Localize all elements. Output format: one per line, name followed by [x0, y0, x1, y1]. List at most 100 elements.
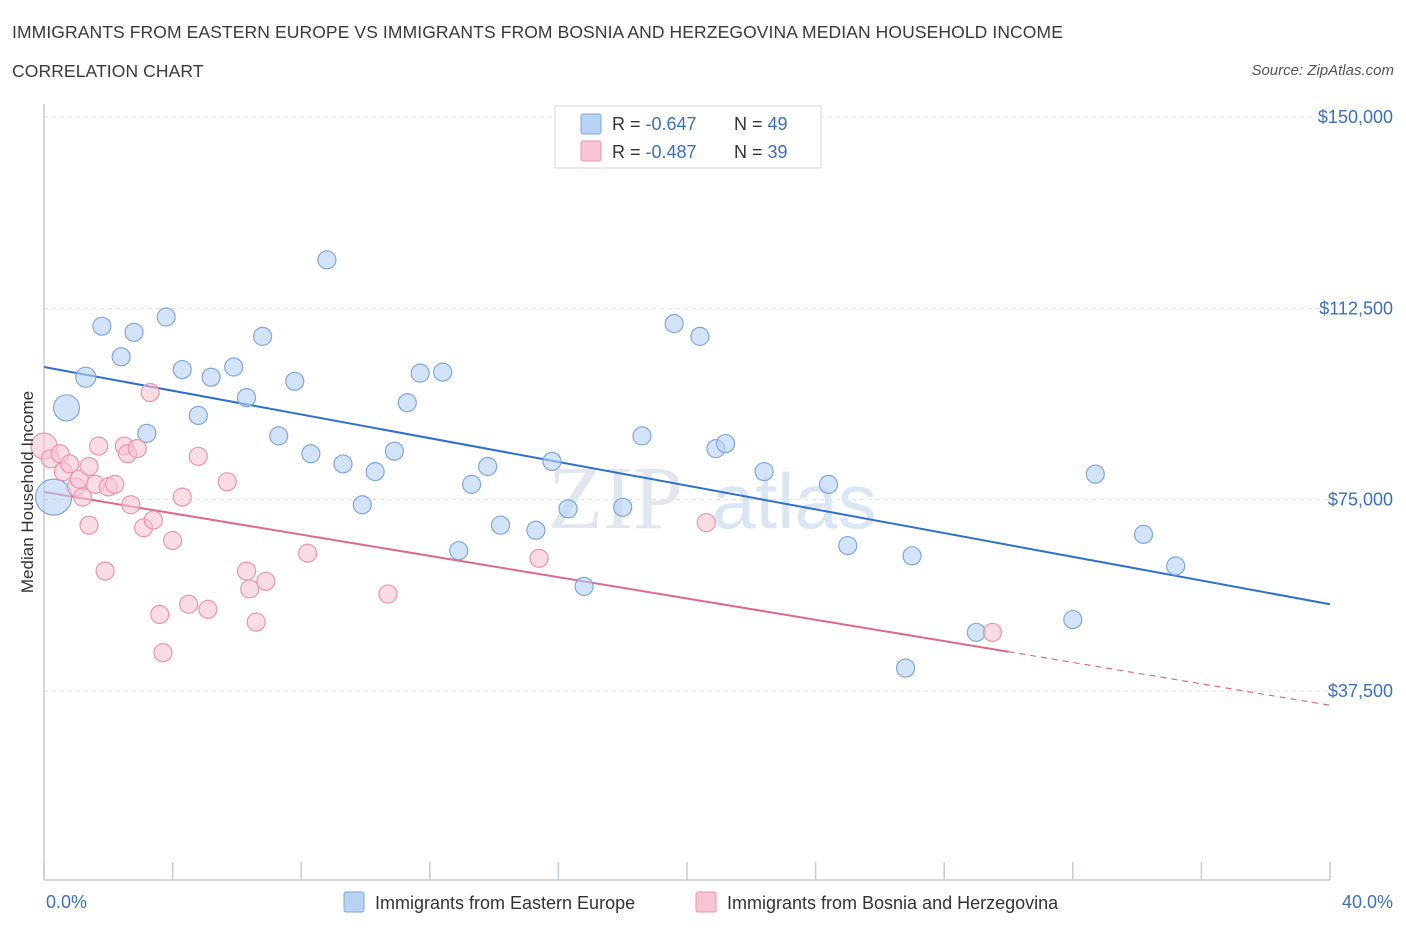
point-s1-30	[236, 561, 257, 581]
point-s0-0	[35, 478, 73, 516]
point-s0-8	[172, 359, 192, 380]
trend-lines	[43, 366, 1331, 706]
series-legend-swatch-eastern-europe	[343, 891, 365, 913]
legend-swatch-bosnia	[580, 140, 602, 162]
x-tick-label-0: 0.0%	[46, 892, 87, 912]
point-s1-32	[246, 612, 266, 632]
point-s0-38	[715, 433, 736, 454]
point-s0-25	[449, 541, 469, 561]
point-s0-26	[461, 474, 482, 494]
point-s0-13	[253, 326, 273, 346]
point-s1-7	[72, 487, 93, 507]
point-s1-20	[140, 382, 160, 403]
data-points	[30, 250, 1186, 678]
point-s1-11	[89, 436, 109, 456]
point-s0-20	[365, 462, 385, 482]
watermark: ZIP atlas	[548, 449, 877, 548]
point-s1-18	[127, 439, 147, 459]
point-s0-19	[352, 495, 372, 515]
point-s1-29	[217, 472, 237, 492]
point-s1-34	[298, 543, 318, 563]
grid-lines	[44, 116, 1330, 692]
point-s0-6	[137, 423, 157, 443]
point-s0-45	[1063, 609, 1083, 630]
y-tick-label-3: $150,000	[1318, 107, 1393, 127]
point-s0-47	[1133, 524, 1154, 544]
y-tick-labels: $37,500 $75,000 $112,500 $150,000	[1318, 107, 1393, 701]
point-s1-36	[529, 548, 549, 568]
point-s0-15	[285, 371, 305, 391]
series-legend-label-bosnia: Immigrants from Bosnia and Herzegovina	[727, 893, 1059, 913]
y-tick-label-2: $112,500	[1319, 298, 1393, 318]
point-s0-3	[92, 316, 112, 336]
legend-row-2: R = -0.487	[612, 142, 697, 162]
point-s0-44	[966, 622, 986, 642]
point-s1-31	[240, 579, 260, 599]
point-s0-16	[301, 444, 321, 464]
legend-r-value-2: -0.487	[646, 142, 697, 162]
point-s0-11	[224, 357, 244, 377]
point-s1-22	[150, 604, 170, 625]
point-s0-4	[111, 347, 131, 367]
point-s0-12	[236, 388, 257, 408]
chart-title-line-1: IMMIGRANTS FROM EASTERN EUROPE VS IMMIGR…	[12, 22, 1063, 42]
point-s0-48	[1166, 556, 1186, 576]
axes	[43, 104, 1331, 881]
legend-r-label-2: R =	[612, 142, 646, 162]
y-tick-label-0: $37,500	[1328, 681, 1393, 701]
chart-title-line-2: CORRELATION CHART	[12, 61, 204, 81]
point-s0-7	[156, 307, 176, 327]
point-s0-35	[664, 314, 684, 334]
trend-line-1	[43, 491, 1009, 653]
point-s0-23	[410, 363, 430, 383]
point-s1-33	[256, 571, 276, 591]
trend-line-dashed-1	[1008, 651, 1331, 706]
point-s1-38	[982, 622, 1003, 642]
point-s0-24	[433, 362, 453, 382]
point-s1-35	[378, 584, 398, 604]
point-s0-22	[397, 393, 417, 413]
point-s1-26	[179, 594, 199, 614]
point-s0-42	[902, 546, 922, 566]
trend-line-0	[43, 366, 1331, 606]
series-legend: Immigrants from Eastern Europe Immigrant…	[343, 891, 1059, 913]
y-tick-label-1: $75,000	[1328, 490, 1393, 510]
legend-r-value-1: -0.647	[646, 114, 697, 134]
series-legend-label-eastern-europe: Immigrants from Eastern Europe	[375, 893, 635, 913]
legend-n-value-1: 49	[768, 114, 788, 134]
point-s0-32	[574, 576, 594, 597]
series-legend-swatch-bosnia	[695, 891, 717, 913]
legend-n-row-1: N = 49	[734, 114, 788, 134]
legend-n-row-2: N = 39	[734, 142, 788, 162]
point-s0-30	[542, 451, 562, 471]
point-s1-4	[60, 454, 80, 474]
point-s0-34	[632, 426, 652, 446]
point-s0-14	[269, 426, 289, 446]
point-s0-40	[818, 474, 839, 494]
stats-legend: R = -0.647 N = 49 R = -0.487 N = 39	[554, 105, 822, 169]
point-s1-23	[153, 643, 173, 663]
point-s1-27	[188, 446, 208, 466]
x-tick-label-1: 40.0%	[1342, 892, 1393, 912]
legend-r-label-1: R =	[612, 114, 646, 134]
legend-row-1: R = -0.647	[612, 114, 697, 134]
point-s1-17	[121, 495, 141, 515]
watermark-zip: ZIP	[548, 449, 683, 548]
point-s1-12	[95, 561, 115, 581]
point-s0-27	[478, 456, 498, 477]
point-s0-39	[754, 462, 774, 482]
y-axis-label: Median Household Income	[18, 391, 37, 593]
legend-swatch-eastern-europe	[580, 113, 602, 135]
point-s1-37	[696, 513, 716, 533]
watermark-atlas: atlas	[712, 457, 877, 545]
point-s0-17	[317, 250, 337, 270]
point-s0-29	[526, 520, 546, 540]
legend-n-value-2: 39	[768, 142, 788, 162]
x-tick-labels: 0.0% 40.0%	[46, 892, 1393, 912]
point-s1-9	[79, 515, 99, 535]
legend-n-label-1: N =	[734, 114, 768, 134]
point-s0-21	[384, 441, 405, 461]
point-s0-33	[613, 497, 633, 517]
point-s1-21	[143, 510, 163, 530]
